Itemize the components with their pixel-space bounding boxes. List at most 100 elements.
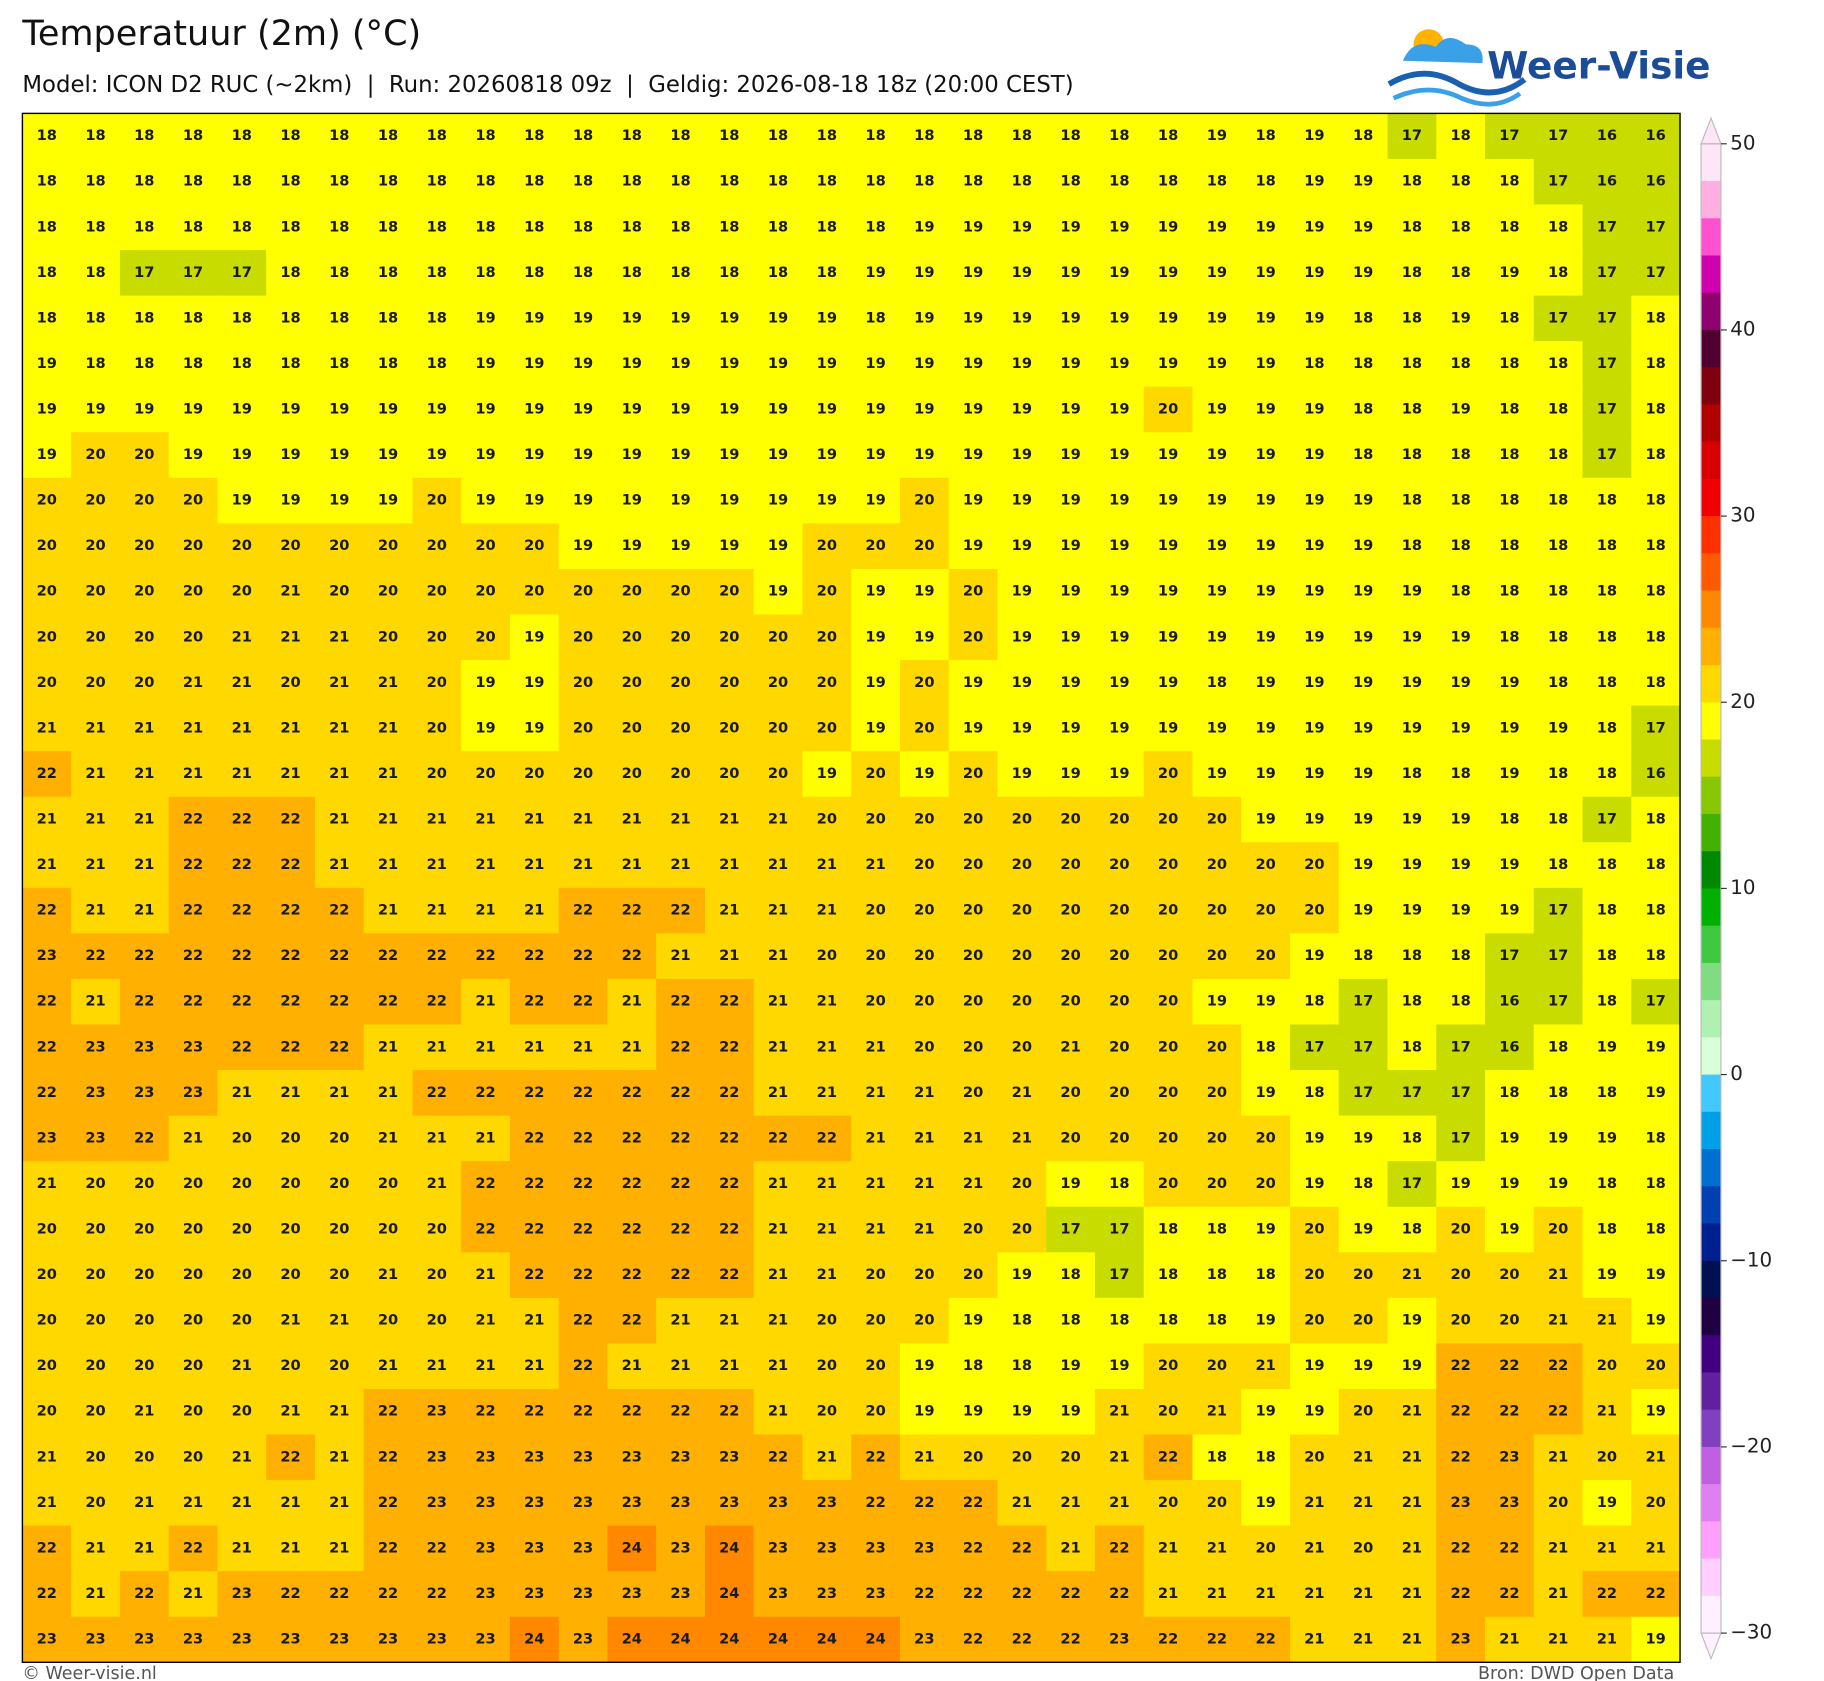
- temperature-label: 23: [524, 1539, 544, 1556]
- temperature-label: 21: [1548, 1312, 1568, 1329]
- temperature-label: 20: [1109, 1129, 1129, 1146]
- temperature-cell: [558, 158, 609, 206]
- temperature-label: 23: [865, 1585, 885, 1602]
- temperature-cell: [71, 1161, 121, 1208]
- temperature-label: 18: [865, 309, 885, 326]
- temperature-cell: [217, 1525, 267, 1572]
- temperature-cell: [1387, 523, 1437, 570]
- temperature-label: 19: [1012, 583, 1032, 600]
- temperature-label: 20: [622, 674, 642, 691]
- temperature-cell: [461, 432, 511, 479]
- temperature-label: 18: [1548, 628, 1568, 645]
- temperature-label: 18: [329, 355, 349, 372]
- temperature-cell: [558, 1161, 609, 1208]
- temperature-label: 18: [1597, 947, 1617, 964]
- temperature-cell: [119, 1571, 170, 1618]
- temperature-cell: [1436, 1297, 1486, 1344]
- temperature-cell: [1338, 386, 1389, 433]
- temperature-label: 21: [524, 811, 544, 828]
- temperature-label: 23: [1109, 1631, 1129, 1648]
- temperature-cell: [71, 887, 121, 934]
- temperature-cell: [1046, 250, 1096, 297]
- temperature-cell: [1485, 341, 1535, 388]
- temperature-label: 19: [963, 401, 983, 418]
- temperature-label: 19: [1304, 309, 1324, 326]
- temperature-label: 22: [232, 993, 252, 1010]
- temperature-cell: [1192, 842, 1242, 889]
- temperature-label: 22: [378, 1539, 398, 1556]
- temperature-cell: [266, 614, 316, 661]
- temperature-label: 21: [1060, 1494, 1080, 1511]
- temperature-label: 22: [670, 1175, 690, 1192]
- temperature-label: 19: [573, 446, 593, 463]
- temperature-cell: [607, 660, 657, 707]
- temperature-cell: [802, 1252, 852, 1299]
- temperature-cell: [314, 341, 365, 388]
- temperature-cell: [119, 477, 170, 524]
- temperature-label: 21: [622, 993, 642, 1010]
- temperature-cell: [1192, 1525, 1242, 1572]
- temperature-cell: [1289, 1616, 1340, 1663]
- temperature-label: 18: [1450, 765, 1470, 782]
- temperature-cell: [1533, 295, 1584, 342]
- temperature-label: 20: [378, 583, 398, 600]
- temperature-cell: [1387, 751, 1437, 798]
- temperature-label: 19: [573, 309, 593, 326]
- temperature-label: 19: [1450, 902, 1470, 919]
- temperature-label: 20: [378, 1175, 398, 1192]
- temperature-cell: [509, 568, 560, 616]
- temperature-cell: [558, 477, 609, 524]
- temperature-label: 23: [1450, 1631, 1470, 1648]
- temperature-label: 22: [280, 856, 300, 873]
- temperature-cell: [753, 1115, 804, 1162]
- temperature-cell: [607, 1480, 657, 1527]
- temperature-cell: [997, 341, 1047, 388]
- temperature-label: 20: [1012, 856, 1032, 873]
- temperature-cell: [1143, 660, 1194, 707]
- temperature-cell: [802, 614, 852, 661]
- temperature-cell: [656, 1206, 706, 1253]
- temperature-label: 19: [719, 446, 739, 463]
- temperature-label: 21: [1548, 1448, 1568, 1465]
- temperature-cell: [119, 1070, 170, 1117]
- temperature-cell: [1046, 1525, 1096, 1572]
- temperature-label: 20: [914, 1312, 934, 1329]
- temperature-label: 20: [1158, 1403, 1178, 1420]
- temperature-label: 20: [280, 1129, 300, 1146]
- temperature-cell: [997, 1571, 1047, 1618]
- temperature-label: 22: [524, 1084, 544, 1101]
- temperature-cell: [461, 1388, 511, 1436]
- temperature-cell: [1485, 1297, 1535, 1344]
- temperature-label: 20: [134, 583, 154, 600]
- temperature-cell: [1241, 158, 1291, 206]
- temperature-cell: [1387, 887, 1437, 934]
- temperature-label: 23: [719, 1448, 739, 1465]
- temperature-cell: [1582, 250, 1632, 297]
- temperature-label: 20: [183, 537, 203, 554]
- temperature-cell: [509, 1115, 560, 1162]
- temperature-cell: [1046, 1571, 1096, 1618]
- temperature-cell: [1338, 341, 1389, 388]
- temperature-label: 20: [1450, 1221, 1470, 1238]
- temperature-cell: [753, 1297, 804, 1344]
- temperature-label: 21: [378, 1357, 398, 1374]
- temperature-label: 20: [85, 1357, 105, 1374]
- temperature-cell: [509, 477, 560, 524]
- temperature-cell: [753, 113, 804, 160]
- temperature-label: 21: [768, 1175, 788, 1192]
- temperature-cell: [1436, 614, 1486, 661]
- logo-wave: [1387, 70, 1527, 96]
- temperature-cell: [802, 568, 852, 616]
- temperature-cell: [412, 250, 462, 297]
- temperature-cell: [22, 614, 72, 661]
- colorbar-band: [1701, 776, 1721, 815]
- temperature-cell: [753, 523, 804, 570]
- temperature-cell: [1582, 1480, 1632, 1527]
- temperature-label: 19: [524, 674, 544, 691]
- temperature-label: 23: [573, 1631, 593, 1648]
- temperature-cell: [948, 1343, 999, 1390]
- temperature-label: 22: [914, 1494, 934, 1511]
- temperature-label: 20: [1499, 1312, 1519, 1329]
- temperature-cell: [1094, 1115, 1145, 1162]
- temperature-cell: [704, 1388, 755, 1436]
